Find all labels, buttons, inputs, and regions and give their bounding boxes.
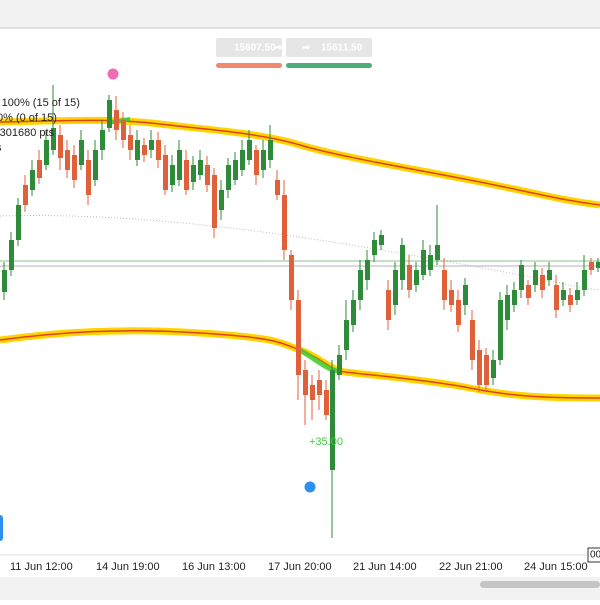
time-label: 16 Jun 13:00 [182, 561, 246, 573]
buy-bar [286, 63, 372, 68]
buy-button[interactable] [286, 38, 372, 57]
sell-bar [216, 63, 282, 68]
corner-label: 00 [590, 550, 600, 561]
sell-price: 15607.50 [234, 43, 276, 54]
corner-box [587, 547, 600, 563]
sell-button[interactable] [216, 38, 282, 57]
time-label: 24 Jun 15:00 [524, 561, 588, 573]
buy-price: 15611.50 [321, 43, 363, 54]
stats-line: 0% (0 of 15) [0, 112, 57, 124]
arrow-icon: ➡ [274, 43, 283, 54]
time-label: 14 Jun 19:00 [96, 561, 160, 573]
sell-signal [107, 68, 119, 80]
moving-average [0, 215, 600, 291]
time-label: 11 Jun 12:00 [10, 561, 73, 573]
time-label: 17 Jun 20:00 [268, 561, 332, 573]
stats-line: s [0, 142, 2, 154]
time-label: 21 Jun 14:00 [353, 561, 417, 573]
trade-profit: +35.00 [309, 436, 343, 448]
candles [2, 85, 600, 538]
scrollbar-thumb[interactable] [480, 581, 600, 588]
side-button[interactable] [0, 515, 3, 541]
stats-line: -301680 pts [0, 127, 55, 139]
time-label: 22 Jun 21:00 [439, 561, 503, 573]
scroll-area [0, 577, 600, 600]
window-top [0, 0, 600, 28]
buy-signal [304, 481, 316, 493]
arrow-icon: ➡ [302, 43, 311, 54]
stats-line: s: 100% (15 of 15) [0, 97, 80, 109]
